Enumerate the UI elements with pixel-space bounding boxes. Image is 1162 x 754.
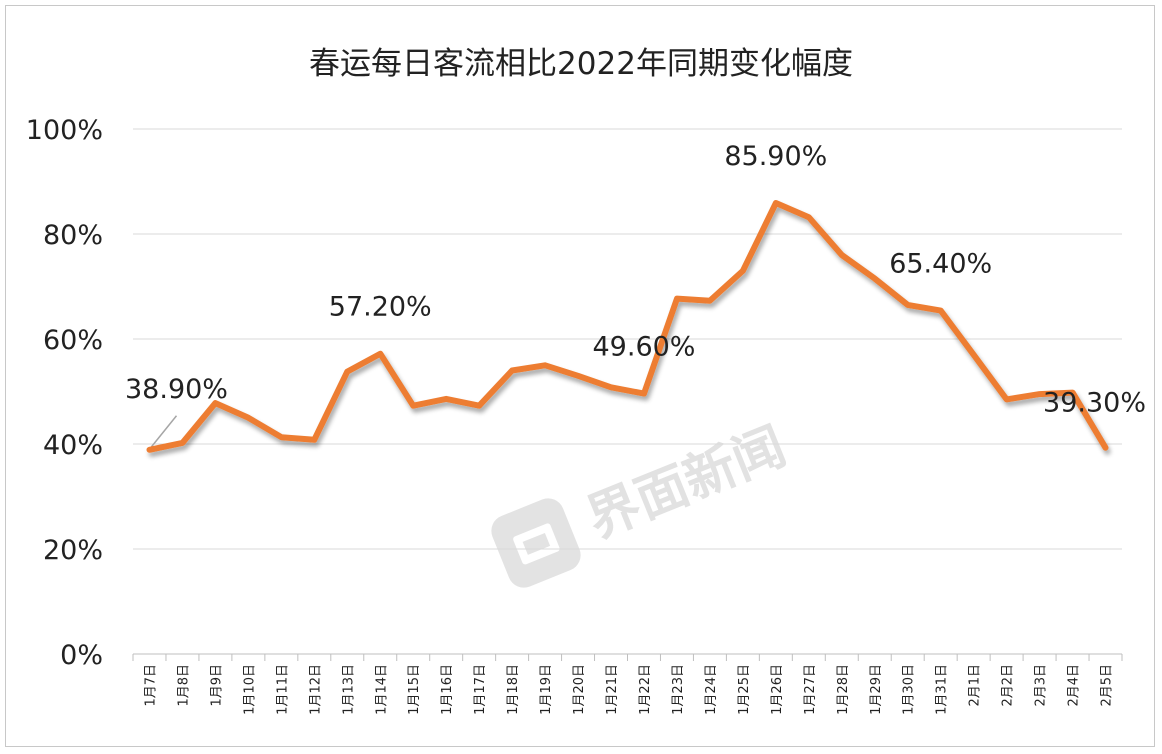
data-label: 38.90%	[125, 374, 228, 405]
x-tick-label: 1月11日	[275, 664, 290, 715]
x-tick-label: 1月15日	[407, 664, 422, 715]
x-tick-label: 1月17日	[473, 664, 488, 715]
series-line	[146, 200, 1109, 453]
watermark-logo: 界面新闻	[491, 416, 794, 588]
x-tick-label: 2月3日	[1034, 664, 1049, 707]
x-tick-label: 1月22日	[638, 664, 653, 715]
x-tick-label: 1月19日	[539, 664, 554, 715]
y-tick-label: 80%	[43, 220, 103, 251]
x-tick-label: 1月16日	[440, 664, 455, 715]
x-tick-label: 1月12日	[308, 664, 323, 715]
y-tick-label: 20%	[43, 535, 103, 566]
x-tick-label: 1月18日	[506, 664, 521, 715]
x-tick-label: 2月1日	[968, 664, 983, 707]
x-tick-label: 1月26日	[770, 664, 785, 715]
data-label: 39.30%	[1043, 388, 1146, 419]
x-tick-label: 1月20日	[572, 664, 587, 715]
x-tick-label: 1月13日	[341, 664, 356, 715]
x-tick-label: 1月31日	[935, 664, 950, 715]
watermark-text: 界面新闻	[579, 416, 794, 550]
x-tick-label: 1月29日	[869, 664, 884, 715]
x-tick-label: 1月9日	[209, 664, 224, 707]
x-tick-label: 1月14日	[374, 664, 389, 715]
y-tick-label: 0%	[60, 640, 103, 671]
x-tick-label: 1月28日	[836, 664, 851, 715]
label-leader-line	[150, 415, 178, 448]
data-label: 57.20%	[329, 292, 432, 323]
x-tick-label: 1月27日	[803, 664, 818, 715]
y-tick-label: 40%	[43, 430, 103, 461]
chart-title: 春运每日客流相比2022年同期变化幅度	[309, 46, 853, 82]
x-tick-label: 2月2日	[1001, 664, 1016, 707]
data-label: 85.90%	[724, 141, 827, 172]
x-tick-label: 1月24日	[704, 664, 719, 715]
x-tick-label: 2月4日	[1067, 664, 1082, 707]
x-tick-label: 1月8日	[176, 664, 191, 707]
data-label: 49.60%	[593, 332, 696, 363]
y-tick-label: 100%	[26, 115, 103, 146]
data-label: 65.40%	[889, 249, 992, 280]
x-tick-label: 1月25日	[737, 664, 752, 715]
x-tick-label: 1月21日	[605, 664, 620, 715]
x-tick-label: 1月10日	[242, 664, 257, 715]
x-tick-label: 1月30日	[902, 664, 917, 715]
x-tick-label: 1月23日	[671, 664, 686, 715]
x-tick-label: 1月7日	[143, 664, 158, 707]
x-tick-label: 2月5日	[1100, 664, 1115, 707]
y-tick-label: 60%	[43, 325, 103, 356]
